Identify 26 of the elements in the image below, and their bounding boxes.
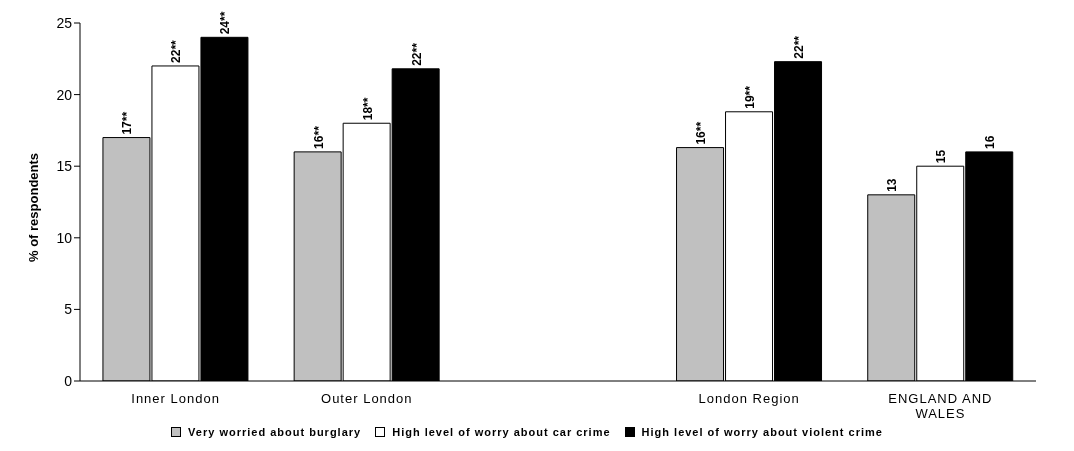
data-label: 22** bbox=[792, 35, 807, 59]
y-tick-label: 5 bbox=[64, 301, 73, 318]
data-label: 19** bbox=[743, 85, 758, 109]
legend-label: High level of worry about car crime bbox=[391, 426, 611, 438]
y-tick-label: 10 bbox=[56, 229, 73, 246]
y-axis-title: % of respondents bbox=[25, 152, 41, 262]
legend-label: High level of worry about violent crime bbox=[640, 426, 883, 438]
data-label: 13 bbox=[885, 178, 900, 192]
data-label: 15 bbox=[934, 149, 949, 164]
x-tick-label: Outer London bbox=[321, 391, 413, 406]
data-label: 16 bbox=[983, 135, 998, 149]
y-tick-label: 15 bbox=[56, 158, 73, 175]
data-label: 17** bbox=[120, 111, 135, 135]
y-tick-label: 0 bbox=[64, 372, 73, 389]
y-tick-label: 20 bbox=[56, 86, 73, 103]
data-label: 16** bbox=[694, 121, 709, 145]
x-tick-label: London Region bbox=[698, 391, 800, 406]
legend-label: Very worried about burglary bbox=[187, 426, 362, 438]
data-label: 22** bbox=[409, 42, 424, 66]
data-label: 16** bbox=[311, 125, 326, 149]
data-label: 24** bbox=[218, 11, 233, 35]
data-label: 22** bbox=[169, 39, 184, 63]
data-label: 18** bbox=[360, 97, 375, 121]
x-tick-label: ENGLAND AND WALES bbox=[888, 391, 993, 421]
x-tick-label: Inner London bbox=[131, 391, 220, 406]
y-tick-label: 25 bbox=[56, 14, 73, 31]
